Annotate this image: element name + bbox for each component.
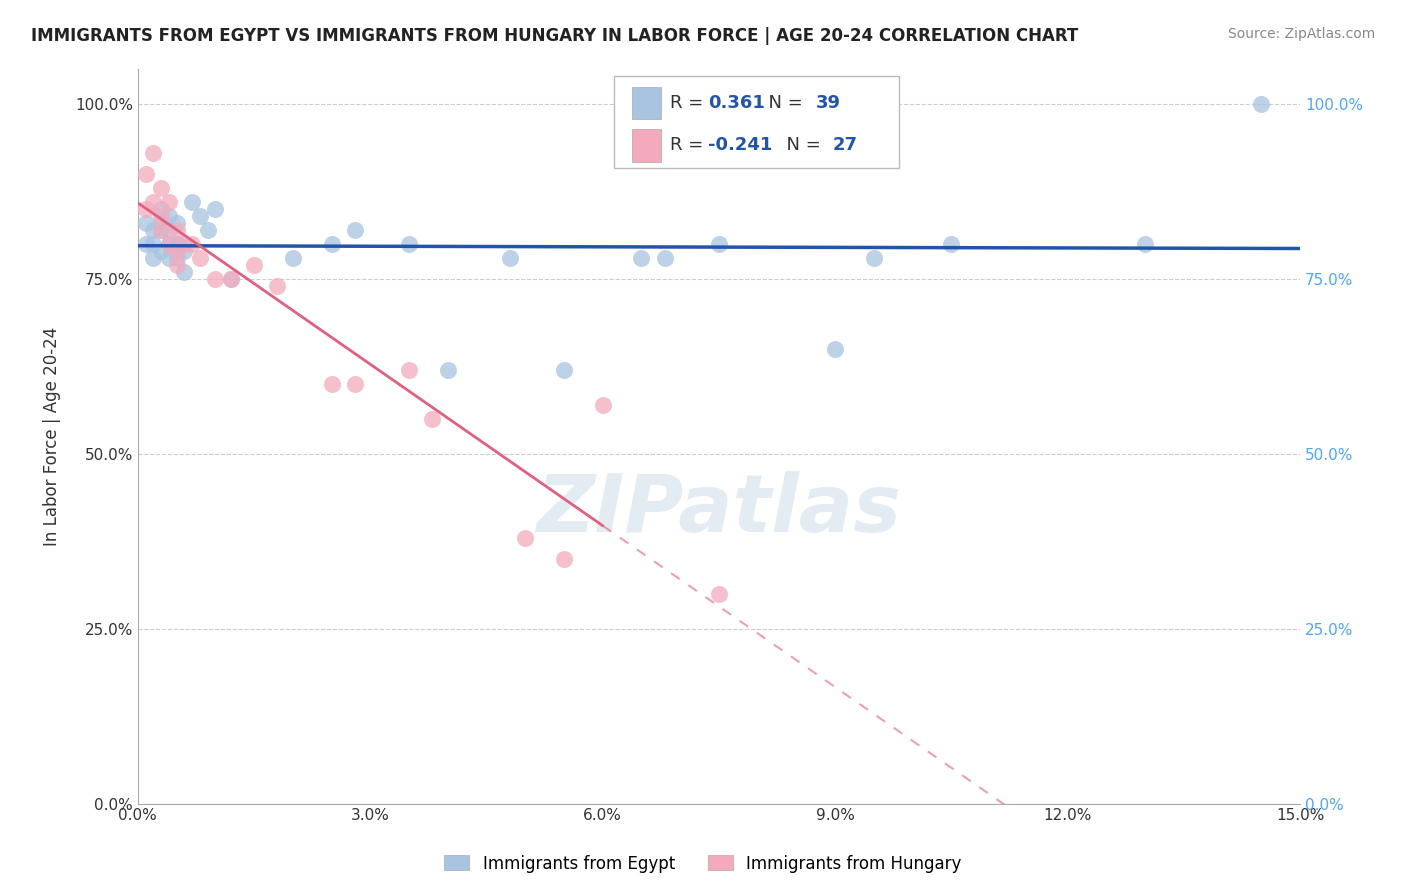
Point	[553, 362, 575, 376]
Point	[150, 180, 173, 194]
Point	[166, 222, 188, 236]
Point	[166, 236, 188, 251]
Point	[142, 145, 165, 160]
Point	[824, 342, 846, 356]
Point	[157, 194, 180, 209]
Point	[243, 258, 266, 272]
Text: 27: 27	[832, 136, 858, 154]
Point	[166, 258, 188, 272]
Point	[150, 215, 173, 229]
Point	[219, 271, 242, 285]
Point	[188, 209, 211, 223]
Point	[398, 236, 420, 251]
Point	[343, 222, 366, 236]
FancyBboxPatch shape	[631, 129, 661, 161]
Point	[592, 398, 614, 412]
Point	[166, 244, 188, 258]
Point	[197, 222, 219, 236]
Point	[157, 236, 180, 251]
Point	[135, 202, 157, 216]
Text: -0.241: -0.241	[709, 136, 773, 154]
Point	[553, 551, 575, 566]
Point	[157, 222, 180, 236]
Legend: Immigrants from Egypt, Immigrants from Hungary: Immigrants from Egypt, Immigrants from H…	[437, 848, 969, 880]
Point	[150, 222, 173, 236]
Point	[150, 209, 173, 223]
Point	[398, 362, 420, 376]
Point	[863, 251, 886, 265]
Point	[173, 244, 195, 258]
Text: R =: R =	[671, 136, 709, 154]
Point	[142, 222, 165, 236]
Point	[166, 251, 188, 265]
Point	[181, 236, 204, 251]
Point	[135, 167, 157, 181]
Point	[420, 411, 443, 425]
Point	[941, 236, 963, 251]
Text: R =: R =	[671, 95, 709, 112]
Point	[150, 202, 173, 216]
Text: 0.361: 0.361	[709, 95, 765, 112]
Text: 39: 39	[815, 95, 841, 112]
Point	[142, 194, 165, 209]
Point	[630, 251, 652, 265]
Point	[166, 236, 188, 251]
Text: ZIPatlas: ZIPatlas	[537, 471, 901, 549]
Point	[188, 251, 211, 265]
Text: N =: N =	[775, 136, 827, 154]
Point	[157, 209, 180, 223]
Point	[1250, 96, 1272, 111]
Point	[654, 251, 676, 265]
Point	[142, 236, 165, 251]
Point	[707, 586, 730, 600]
Point	[135, 236, 157, 251]
Y-axis label: In Labor Force | Age 20-24: In Labor Force | Age 20-24	[44, 326, 60, 546]
Point	[343, 376, 366, 391]
FancyBboxPatch shape	[631, 87, 661, 120]
Text: N =: N =	[758, 95, 808, 112]
Point	[219, 271, 242, 285]
Point	[321, 236, 343, 251]
Point	[204, 271, 226, 285]
Point	[166, 215, 188, 229]
Point	[1133, 236, 1156, 251]
FancyBboxPatch shape	[614, 76, 898, 168]
Text: Source: ZipAtlas.com: Source: ZipAtlas.com	[1227, 27, 1375, 41]
Point	[204, 202, 226, 216]
Point	[142, 251, 165, 265]
Point	[321, 376, 343, 391]
Point	[266, 278, 288, 293]
Point	[707, 236, 730, 251]
Point	[157, 251, 180, 265]
Point	[173, 236, 195, 251]
Point	[150, 222, 173, 236]
Point	[135, 215, 157, 229]
Point	[157, 236, 180, 251]
Point	[181, 194, 204, 209]
Text: IMMIGRANTS FROM EGYPT VS IMMIGRANTS FROM HUNGARY IN LABOR FORCE | AGE 20-24 CORR: IMMIGRANTS FROM EGYPT VS IMMIGRANTS FROM…	[31, 27, 1078, 45]
Point	[281, 251, 304, 265]
Point	[499, 251, 522, 265]
Point	[150, 244, 173, 258]
Point	[515, 531, 537, 545]
Point	[436, 362, 458, 376]
Point	[173, 264, 195, 278]
